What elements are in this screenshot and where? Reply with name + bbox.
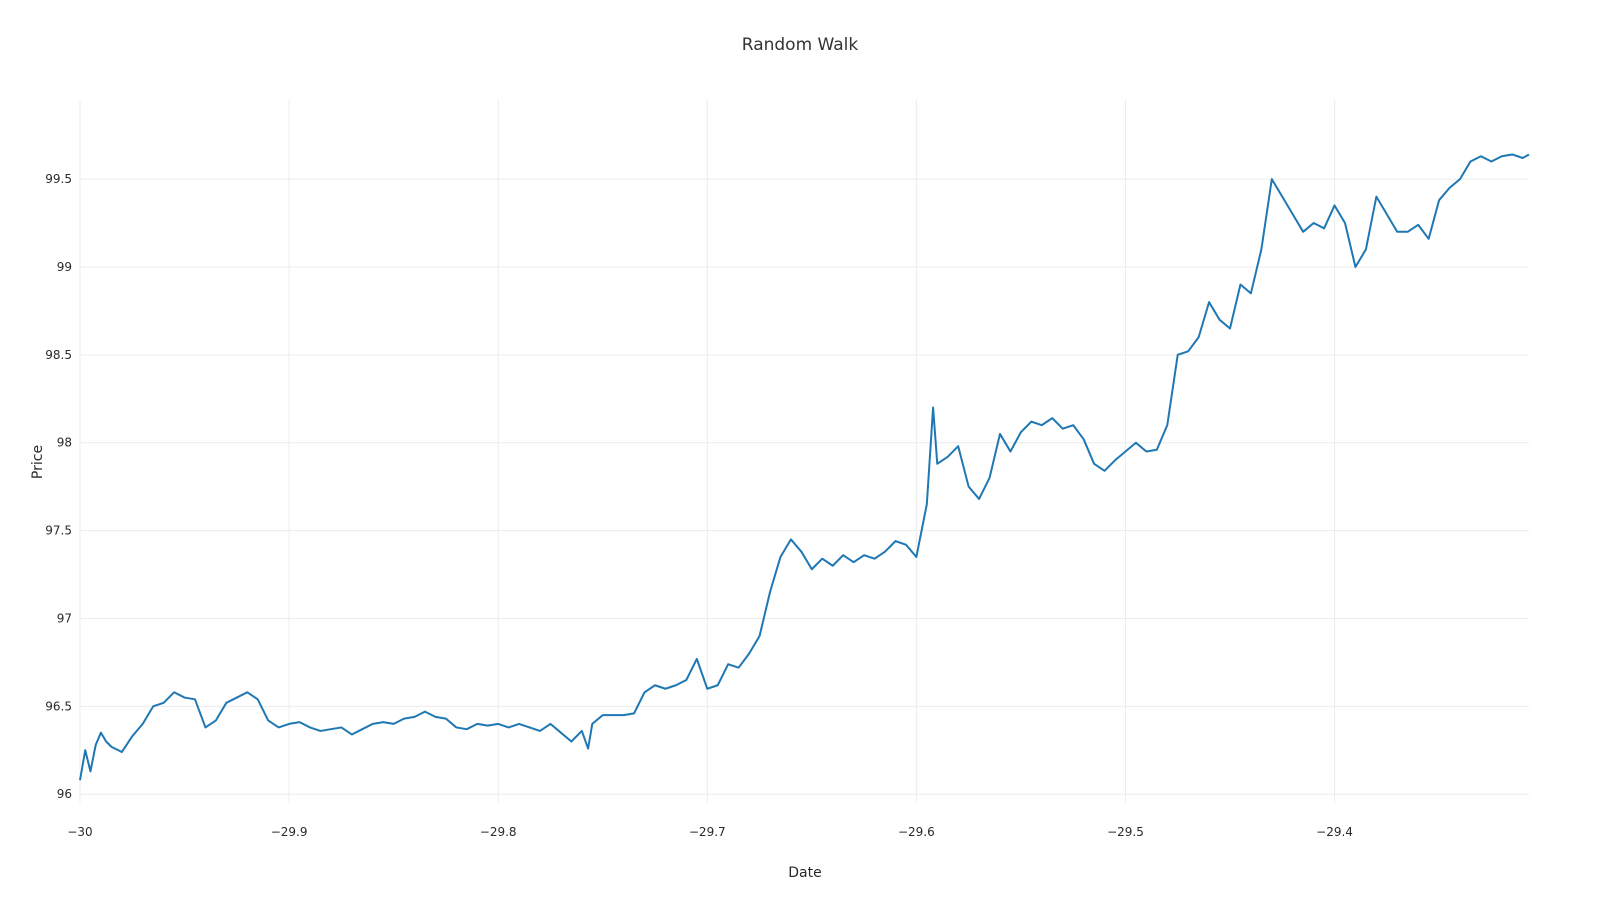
series-line	[79, 153, 1530, 781]
y-tick-label: 99	[57, 260, 72, 274]
x-tick-label: −29.4	[1316, 825, 1353, 839]
y-axis-title: Price	[30, 445, 46, 479]
x-tick-label: −29.8	[480, 825, 517, 839]
tick-labels: −30 −29.9 −29.8 −29.7 −29.6 −29.5 −29.4 96 96.5 9…	[45, 172, 1353, 839]
x-tick-label: −29.6	[898, 825, 935, 839]
series-layer	[79, 153, 1530, 781]
y-tick-label: 99.5	[45, 172, 72, 186]
y-tick-label: 96.5	[45, 699, 72, 713]
x-tick-label: −29.9	[271, 825, 308, 839]
y-tick-label: 96	[57, 787, 72, 801]
x-tick-label: −30	[67, 825, 92, 839]
y-tick-label: 97	[57, 611, 72, 625]
x-tick-label: −29.5	[1107, 825, 1144, 839]
y-tick-label: 98.5	[45, 348, 72, 362]
grid	[79, 100, 1529, 803]
y-tick-label: 97.5	[45, 524, 72, 538]
y-tick-label: 98	[57, 436, 72, 450]
x-axis-title: Date	[788, 865, 821, 881]
chart-title: Random Walk	[742, 35, 859, 55]
x-tick-label: −29.7	[689, 825, 726, 839]
